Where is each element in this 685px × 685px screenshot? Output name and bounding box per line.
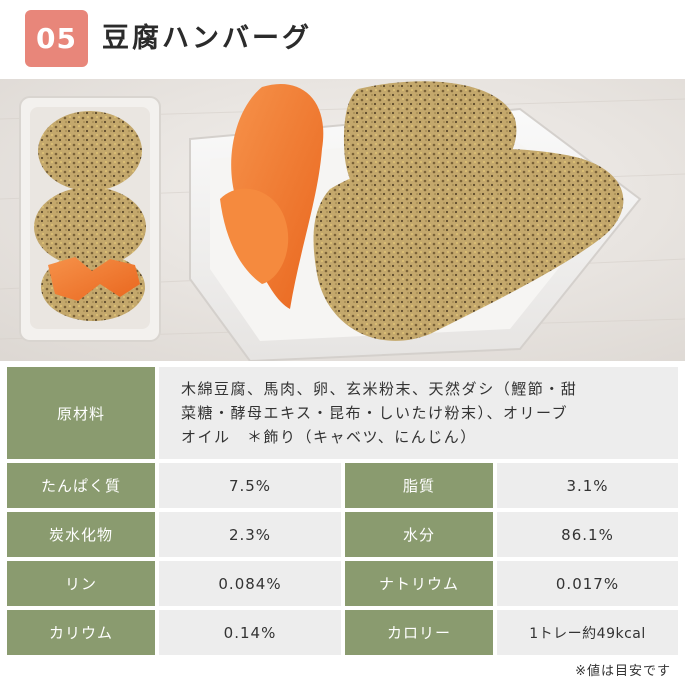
carbohydrate-value: 2.3%	[159, 512, 341, 557]
tofu-hamburger-photo	[0, 79, 685, 361]
sodium-label: ナトリウム	[345, 561, 493, 606]
phosphorus-label: リン	[7, 561, 155, 606]
moisture-label: 水分	[345, 512, 493, 557]
product-photo	[0, 79, 685, 361]
table-row: リン 0.084% ナトリウム 0.017%	[7, 561, 678, 606]
page-title: 豆腐ハンバーグ	[102, 23, 312, 54]
calorie-value: 1トレー約49kcal	[497, 610, 678, 655]
table-row: 炭水化物 2.3% 水分 86.1%	[7, 512, 678, 557]
phosphorus-value: 0.084%	[159, 561, 341, 606]
moisture-value: 86.1%	[497, 512, 678, 557]
potassium-label: カリウム	[7, 610, 155, 655]
protein-value: 7.5%	[159, 463, 341, 508]
carbohydrate-label: 炭水化物	[7, 512, 155, 557]
ingredients-value: 木綿豆腐、馬肉、卵、玄米粉末、天然ダシ（鰹節・甜 菜糖・酵母エキス・昆布・しいた…	[159, 367, 678, 459]
table-row: たんぱく質 7.5% 脂質 3.1%	[7, 463, 678, 508]
fat-value: 3.1%	[497, 463, 678, 508]
ingredients-line: 菜糖・酵母エキス・昆布・しいたけ粉末）、オリーブ	[181, 404, 569, 422]
fat-label: 脂質	[345, 463, 493, 508]
footnote: ※値は目安です	[575, 664, 671, 679]
ingredients-row: 原材料 木綿豆腐、馬肉、卵、玄米粉末、天然ダシ（鰹節・甜 菜糖・酵母エキス・昆布…	[7, 367, 678, 459]
sodium-value: 0.017%	[497, 561, 678, 606]
ingredients-line: 木綿豆腐、馬肉、卵、玄米粉末、天然ダシ（鰹節・甜	[181, 380, 578, 398]
protein-label: たんぱく質	[7, 463, 155, 508]
calorie-label: カロリー	[345, 610, 493, 655]
item-number-badge: 05	[25, 10, 88, 67]
ingredients-line: オイル ＊飾り（キャベツ、にんじん）	[181, 428, 477, 446]
header: 05 豆腐ハンバーグ	[0, 0, 685, 78]
table-row: カリウム 0.14% カロリー 1トレー約49kcal	[7, 610, 678, 655]
potassium-value: 0.14%	[159, 610, 341, 655]
ingredients-label: 原材料	[7, 367, 155, 459]
